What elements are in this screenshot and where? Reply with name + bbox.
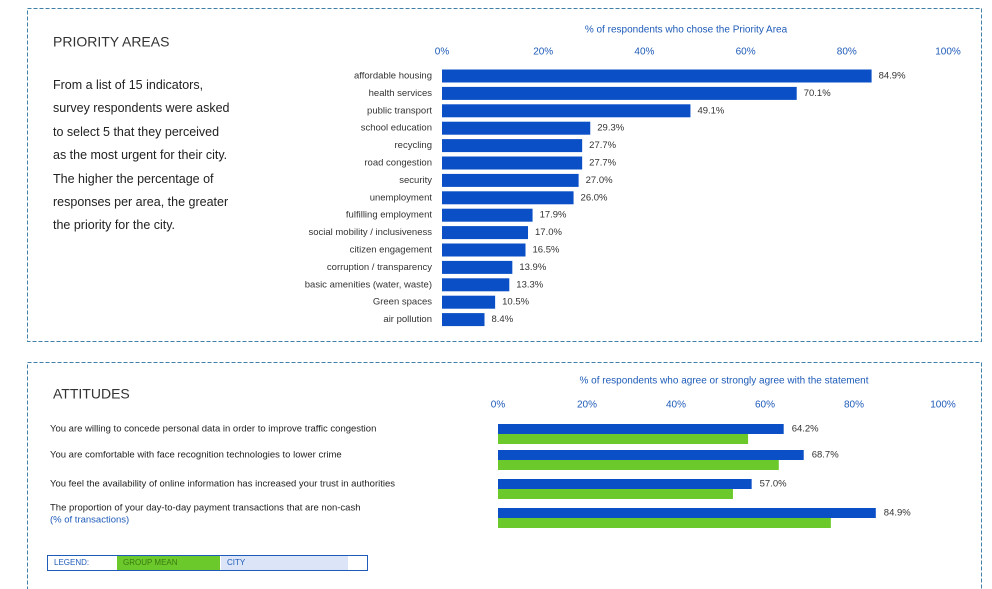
bar [442,86,797,100]
value-label: 70.1% [804,88,831,99]
value-label: 13.3% [516,279,543,290]
bar [498,434,749,444]
category-label: road congestion [364,158,432,169]
category-label: You are comfortable with face recognitio… [50,450,342,461]
bar [442,260,513,274]
x-tick-label: 20% [533,47,553,58]
value-label: 49.1% [697,105,724,116]
bar [498,450,804,460]
bar [498,489,733,499]
legend-swatch [221,556,348,570]
bar [442,278,510,292]
value-label: 17.0% [535,227,562,238]
bar [442,69,872,83]
value-label: 29.3% [597,123,624,134]
bar [498,424,784,434]
description: From a list of 15 indicators, survey res… [53,78,230,233]
x-tick-label: 100% [935,47,961,58]
category-label: affordable housing [354,71,432,82]
value-label: 17.9% [540,210,567,221]
bar [442,243,526,257]
value-label: 26.0% [581,192,608,203]
bar [498,518,831,528]
value-label: 84.9% [884,508,911,519]
legend-label: CITY [227,558,246,567]
x-tick-label: 20% [577,400,597,411]
category-label: Green spaces [373,297,432,308]
legend-label: GROUP MEAN [123,558,178,567]
value-label: 27.0% [586,175,613,186]
category-label: You are willing to concede personal data… [50,424,376,435]
x-tick-label: 100% [930,400,956,411]
value-label: 64.2% [792,424,819,435]
value-label: 13.9% [519,262,546,273]
axis-label: % of respondents who chose the Priority … [585,25,788,36]
bar [442,226,529,240]
value-label: 10.5% [502,297,529,308]
bar [442,121,591,135]
bar [442,313,485,327]
category-label: basic amenities (water, waste) [305,279,432,290]
category-label: recycling [395,140,433,151]
bar [498,460,779,470]
value-label: 8.4% [492,314,514,325]
x-tick-label: 0% [435,47,450,58]
category-label: citizen engagement [350,245,433,256]
category-label: social mobility / inclusiveness [308,227,432,238]
category-note: (% of transactions) [50,515,129,526]
category-label: security [399,175,432,186]
axis-label: % of respondents who agree or strongly a… [579,376,868,387]
value-label: 84.9% [879,71,906,82]
x-tick-label: 0% [491,400,506,411]
chart-title: PRIORITY AREAS [53,34,169,50]
value-label: 68.7% [812,450,839,461]
bar [442,191,574,205]
x-tick-label: 80% [844,400,864,411]
x-tick-label: 40% [634,47,654,58]
x-tick-label: 40% [666,400,686,411]
category-label: The proportion of your day-to-day paymen… [50,503,361,514]
bar [442,173,579,187]
value-label: 16.5% [532,245,559,256]
category-label: fulfilling employment [346,210,432,221]
bar [498,479,752,489]
x-tick-label: 60% [736,47,756,58]
bar [442,295,496,309]
category-label: air pollution [383,314,432,325]
legend-swatch [117,556,220,570]
value-label: 27.7% [589,140,616,151]
category-label: school education [361,123,432,134]
panel-border [27,362,982,589]
category-label: unemployment [370,192,433,203]
chart-title: ATTITUDES [53,386,130,402]
bar [498,508,876,518]
x-tick-label: 80% [837,47,857,58]
bar [442,208,533,222]
category-label: corruption / transparency [327,262,432,273]
bar [442,139,583,153]
bar [442,104,691,118]
category-label: You feel the availability of online info… [50,479,395,490]
panel-border [27,8,982,342]
value-label: 57.0% [760,479,787,490]
value-label: 27.7% [589,158,616,169]
bar [442,156,583,170]
category-label: public transport [367,105,432,116]
category-label: health services [369,88,433,99]
x-tick-label: 60% [755,400,775,411]
legend-title: LEGEND: [54,558,89,567]
